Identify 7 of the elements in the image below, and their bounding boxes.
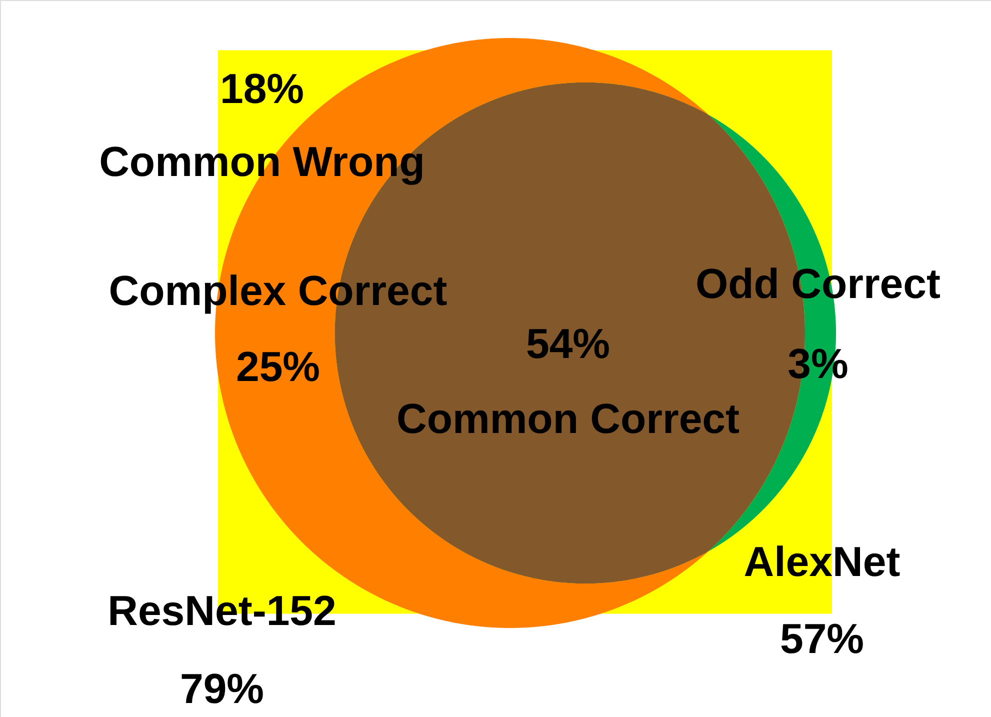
category-label: Common Correct	[396, 395, 740, 442]
data-label: 54%	[526, 320, 610, 367]
category-label: ResNet-152	[108, 587, 336, 634]
data-label: 57%	[780, 615, 864, 662]
data-label: 79%	[180, 665, 264, 712]
data-label: 18%	[220, 65, 304, 112]
data-label: 25%	[236, 343, 320, 390]
